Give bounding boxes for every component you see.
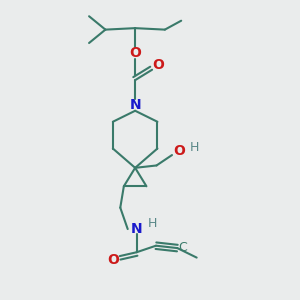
Text: O: O bbox=[107, 253, 119, 267]
Text: O: O bbox=[152, 58, 164, 72]
Text: C: C bbox=[178, 241, 187, 254]
Text: N: N bbox=[131, 222, 142, 236]
Text: N: N bbox=[129, 98, 141, 112]
Text: H: H bbox=[147, 217, 157, 230]
Text: H: H bbox=[190, 140, 199, 154]
Text: O: O bbox=[129, 46, 141, 60]
Text: O: O bbox=[173, 144, 185, 158]
